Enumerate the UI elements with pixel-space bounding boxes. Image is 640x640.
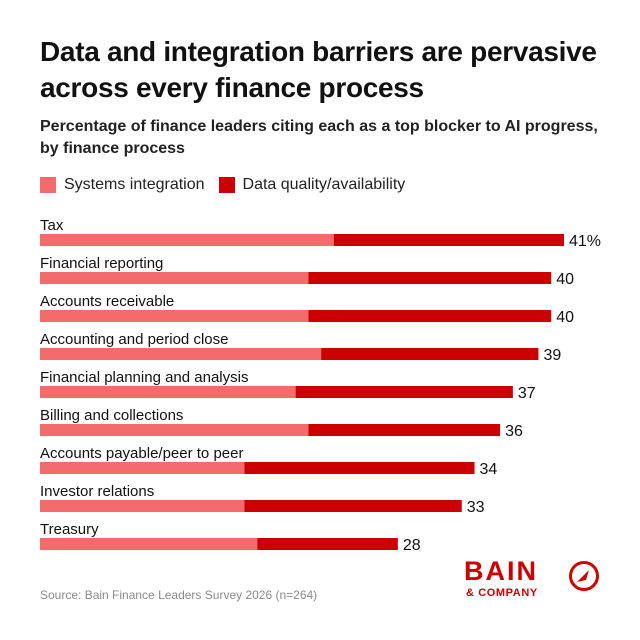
total-label-tax: 41% [569, 233, 601, 250]
bar-systems-integration-financial-reporting [40, 272, 309, 284]
bar-systems-integration-treasury [40, 538, 258, 550]
legend-swatch-systems-integration [40, 177, 56, 193]
category-label-accounting-and-period-close: Accounting and period close [40, 331, 228, 348]
total-label-accounts-receivable: 40 [556, 309, 574, 326]
bar-systems-integration-accounts-receivable [40, 310, 309, 322]
category-label-financial-reporting: Financial reporting [40, 255, 163, 272]
bar-data-quality-availability-investor-relations [244, 500, 462, 512]
category-label-tax: Tax [40, 217, 64, 234]
total-label-billing-and-collections: 36 [505, 423, 523, 440]
category-label-investor-relations: Investor relations [40, 483, 154, 500]
legend-label-data-quality: Data quality/availability [242, 176, 406, 193]
category-label-billing-and-collections: Billing and collections [40, 407, 183, 424]
bar-data-quality-availability-accounts-receivable [308, 310, 552, 322]
bar-data-quality-availability-treasury [257, 538, 398, 550]
total-label-accounts-payable-peer-to-peer: 34 [480, 461, 498, 478]
bar-systems-integration-financial-planning-and-analysis [40, 386, 296, 398]
bain-logo: BAIN & COMPANY [464, 556, 604, 606]
total-label-investor-relations: 33 [467, 499, 485, 516]
compass-logo-icon [569, 561, 599, 591]
legend-label-systems-integration: Systems integration [64, 176, 205, 193]
total-label-financial-reporting: 40 [556, 271, 574, 288]
chart-title: Data and integration barriers are pervas… [40, 36, 597, 103]
bar-data-quality-availability-financial-planning-and-analysis [295, 386, 513, 398]
logo-wordmark: BAIN [464, 556, 538, 586]
logo-subtitle: & COMPANY [466, 587, 538, 599]
category-label-accounts-receivable: Accounts receivable [40, 293, 174, 310]
bar-systems-integration-accounts-payable-peer-to-peer [40, 462, 245, 474]
bar-systems-integration-tax [40, 234, 334, 246]
category-label-financial-planning-and-analysis: Financial planning and analysis [40, 369, 248, 386]
bar-data-quality-availability-tax [333, 234, 564, 246]
bar-data-quality-availability-accounts-payable-peer-to-peer [244, 462, 475, 474]
legend-item-systems-integration: Systems integration [40, 176, 205, 194]
total-label-financial-planning-and-analysis: 37 [518, 385, 536, 402]
legend-item-data-quality: Data quality/availability [218, 176, 406, 194]
bar-data-quality-availability-billing-and-collections [308, 424, 501, 436]
bar-data-quality-availability-accounting-and-period-close [321, 348, 539, 360]
source-note: Source: Bain Finance Leaders Survey 2026… [40, 588, 318, 602]
legend: Systems integration Data quality/availab… [40, 174, 419, 196]
bar-systems-integration-accounting-and-period-close [40, 348, 322, 360]
bar-data-quality-availability-financial-reporting [308, 272, 552, 284]
legend-swatch-data-quality [218, 177, 235, 193]
bar-systems-integration-billing-and-collections [40, 424, 309, 436]
category-label-treasury: Treasury [40, 521, 99, 538]
category-label-accounts-payable-peer-to-peer: Accounts payable/peer to peer [40, 445, 243, 462]
bar-systems-integration-investor-relations [40, 500, 245, 512]
total-label-accounting-and-period-close: 39 [543, 347, 561, 364]
chart-subtitle: Percentage of finance leaders citing eac… [40, 118, 598, 157]
total-label-treasury: 28 [403, 537, 421, 554]
